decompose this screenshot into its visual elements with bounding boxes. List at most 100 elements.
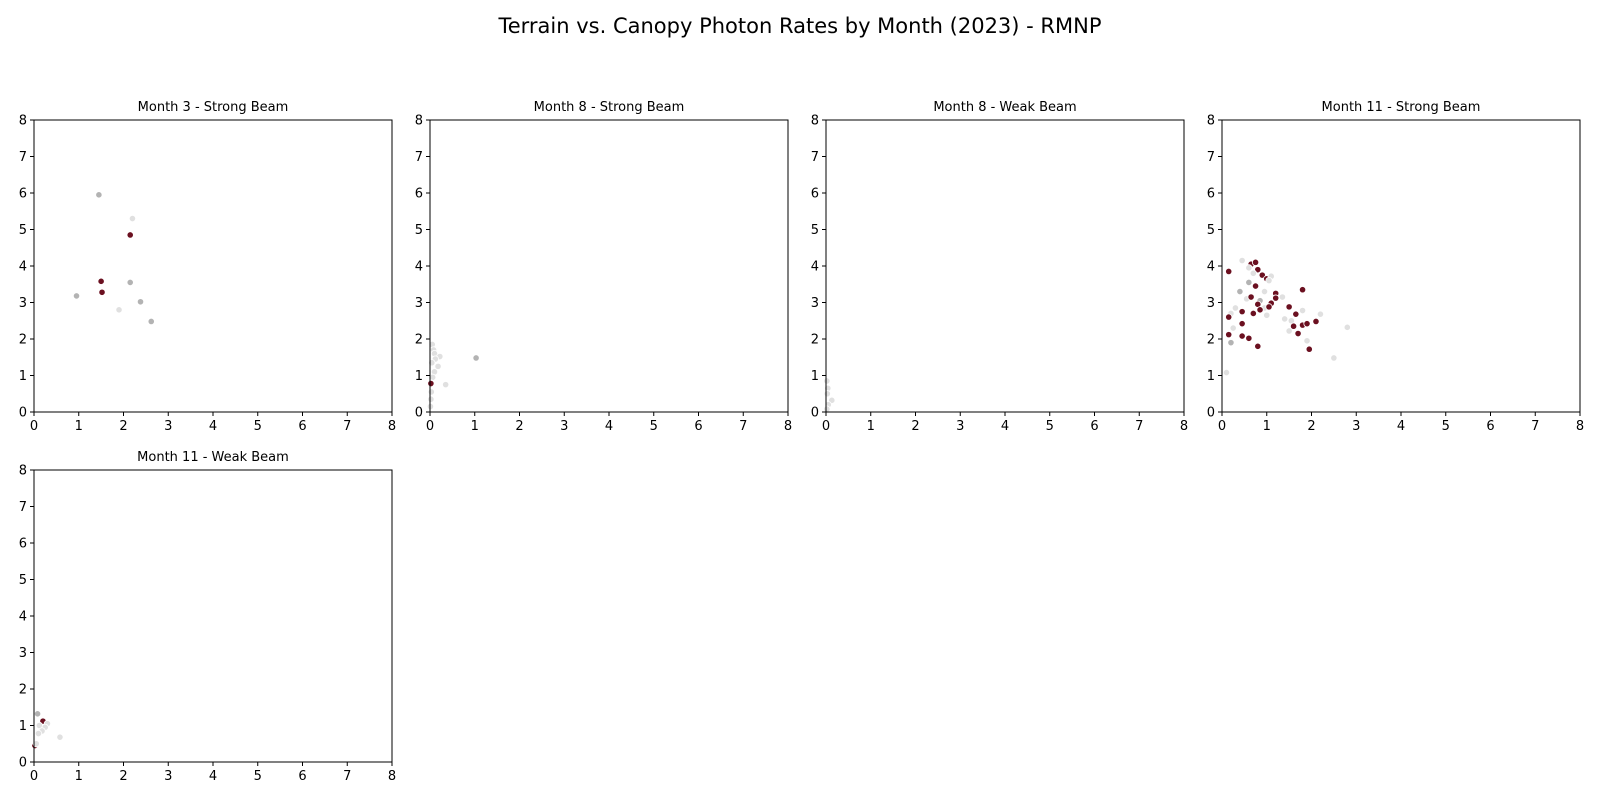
data-point xyxy=(434,362,442,370)
data-point xyxy=(98,288,106,296)
y-tick-label: 1 xyxy=(19,719,27,734)
x-tick-label: 0 xyxy=(1218,419,1226,434)
y-tick-label: 3 xyxy=(415,296,423,311)
y-tick-label: 0 xyxy=(811,406,819,421)
y-tick-label: 4 xyxy=(19,610,27,625)
subplot-panel: Month 3 - Strong Beam 0 1 2 3 4 5 6 7 8 0 1 2 3 4 5 6 7 8 xyxy=(19,100,396,434)
y-tick-label: 1 xyxy=(1207,369,1215,384)
data-point xyxy=(136,298,145,306)
data-point xyxy=(1305,345,1313,353)
data-point xyxy=(126,231,134,239)
y-tick-label: 4 xyxy=(811,260,819,275)
data-point xyxy=(1238,256,1246,265)
data-point xyxy=(1316,310,1325,318)
y-tick-label: 2 xyxy=(415,333,423,348)
data-point xyxy=(97,277,105,285)
y-tick-label: 3 xyxy=(811,296,819,311)
x-tick-label: 1 xyxy=(867,419,875,434)
data-point xyxy=(1222,368,1231,377)
data-point xyxy=(1265,276,1273,285)
data-point xyxy=(1231,304,1240,312)
data-point xyxy=(1272,294,1280,302)
data-point xyxy=(823,405,831,413)
y-tick-label: 3 xyxy=(1207,296,1215,311)
data-point xyxy=(427,388,435,396)
y-tick-label: 6 xyxy=(19,187,27,202)
data-point xyxy=(1238,320,1246,328)
data-point xyxy=(1330,354,1338,362)
y-tick-label: 6 xyxy=(811,187,819,202)
y-tick-label: 2 xyxy=(19,333,27,348)
x-tick-label: 7 xyxy=(739,419,747,434)
y-tick-label: 7 xyxy=(811,150,819,165)
data-point xyxy=(1225,267,1233,276)
x-tick-label: 4 xyxy=(1001,419,1009,434)
x-tick-label: 2 xyxy=(515,419,523,434)
x-tick-label: 4 xyxy=(209,419,217,434)
axes-frame xyxy=(1221,119,1581,413)
figure-title: Terrain vs. Canopy Photon Rates by Month… xyxy=(497,14,1101,38)
x-tick-label: 8 xyxy=(388,419,396,434)
subplot-panel: Month 11 - Weak Beam 0 1 2 3 4 5 6 7 8 0 1 2 3 4 5 6 7 8 xyxy=(19,450,396,784)
data-point xyxy=(1303,337,1311,345)
data-point xyxy=(1225,331,1233,339)
x-tick-label: 8 xyxy=(784,419,792,434)
x-tick-label: 2 xyxy=(119,419,127,434)
x-tick-label: 7 xyxy=(1531,419,1539,434)
x-tick-label: 2 xyxy=(1307,419,1315,434)
data-point xyxy=(442,381,450,389)
x-tick-label: 5 xyxy=(1046,419,1054,434)
y-tick-label: 7 xyxy=(415,150,423,165)
x-tick-label: 7 xyxy=(1135,419,1143,434)
data-point xyxy=(1298,306,1307,315)
panel-title: Month 11 - Weak Beam xyxy=(137,450,289,465)
y-tick-label: 8 xyxy=(1207,114,1215,129)
data-point xyxy=(72,292,81,300)
x-tick-label: 0 xyxy=(30,419,38,434)
y-tick-label: 8 xyxy=(19,114,27,129)
data-point xyxy=(1245,264,1253,272)
subplot-panel: Month 11 - Strong Beam 0 1 2 3 4 5 6 7 8 0 1 2 3 4 5 6 7 8 xyxy=(1207,100,1584,434)
y-tick-label: 2 xyxy=(811,333,819,348)
y-tick-label: 4 xyxy=(1207,260,1215,275)
data-point xyxy=(1281,315,1289,323)
x-tick-label: 3 xyxy=(164,419,172,434)
axes-frame xyxy=(429,119,789,413)
x-tick-label: 8 xyxy=(1180,419,1188,434)
data-point xyxy=(34,729,43,738)
x-tick-label: 0 xyxy=(822,419,830,434)
subplot-panel: Month 8 - Weak Beam 0 1 2 3 4 5 6 7 8 0 1 2 3 4 5 6 7 8 xyxy=(811,100,1188,434)
data-point xyxy=(427,379,435,388)
panel-title: Month 8 - Weak Beam xyxy=(933,100,1076,115)
y-tick-label: 5 xyxy=(19,223,27,238)
data-point xyxy=(1260,287,1269,296)
axes-frame xyxy=(33,469,393,763)
x-tick-label: 1 xyxy=(1263,419,1271,434)
subplot-panel: Month 8 - Strong Beam 0 1 2 3 4 5 6 7 8 0 1 2 3 4 5 6 7 8 xyxy=(415,100,792,434)
y-tick-label: 0 xyxy=(1207,406,1215,421)
x-tick-label: 4 xyxy=(605,419,613,434)
y-tick-label: 5 xyxy=(19,573,27,588)
data-point xyxy=(1290,322,1298,330)
data-point xyxy=(1251,282,1260,290)
data-point xyxy=(472,354,480,362)
y-tick-label: 7 xyxy=(19,500,27,515)
x-tick-label: 6 xyxy=(1486,419,1494,434)
data-point xyxy=(1251,258,1260,266)
axes-frame xyxy=(825,119,1185,413)
y-tick-label: 6 xyxy=(19,537,27,552)
data-point xyxy=(32,740,40,748)
data-point xyxy=(115,306,123,314)
y-tick-label: 1 xyxy=(19,369,27,384)
y-tick-label: 5 xyxy=(811,223,819,238)
y-tick-label: 4 xyxy=(19,260,27,275)
y-tick-label: 8 xyxy=(19,464,27,479)
data-point xyxy=(427,395,435,403)
x-tick-label: 6 xyxy=(694,419,702,434)
data-point xyxy=(823,377,831,385)
x-tick-label: 2 xyxy=(911,419,919,434)
x-tick-label: 5 xyxy=(254,769,262,784)
data-point xyxy=(126,278,134,287)
x-tick-label: 3 xyxy=(164,769,172,784)
y-tick-label: 6 xyxy=(415,187,423,202)
